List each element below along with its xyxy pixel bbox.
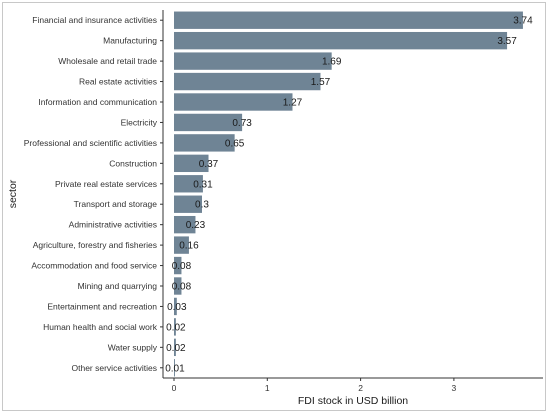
- x-tick-label: 0: [172, 383, 177, 393]
- data-label: 0.73: [232, 118, 252, 129]
- bar: [174, 113, 243, 132]
- bars-group: [174, 11, 523, 377]
- category-labels: Financial and insurance activities Manufa…: [24, 15, 163, 373]
- category-label: Human health and social work: [43, 322, 158, 332]
- x-tick-label: 3: [452, 383, 457, 393]
- data-label: 0.37: [199, 159, 219, 170]
- category-label: Professional and scientific activities: [24, 138, 157, 148]
- category-label: Transport and storage: [74, 199, 158, 209]
- category-label: Other service activities: [72, 363, 158, 373]
- category-label: Construction: [109, 158, 157, 168]
- data-label: 0.23: [186, 220, 206, 231]
- data-labels: 3.74 3.57 1.69 1.57 1.27 0.73 0.65 0.37 0.31 0.3 0…: [165, 16, 533, 375]
- bar: [174, 31, 508, 50]
- data-label: 0.16: [179, 241, 199, 252]
- data-label: 0.3: [195, 200, 209, 211]
- y-axis-title: sector: [7, 179, 19, 208]
- data-label: 0.08: [172, 261, 192, 272]
- bar: [174, 93, 293, 111]
- category-label: Accommodation and food service: [31, 261, 157, 271]
- bar: [174, 195, 202, 213]
- data-label: 0.03: [167, 302, 187, 313]
- chart-frame: [2, 2, 546, 411]
- category-label: Administrative activities: [69, 220, 157, 230]
- category-label: Entertainment and recreation: [47, 301, 157, 311]
- bar: [174, 154, 209, 173]
- data-label: 3.74: [513, 16, 533, 27]
- category-label: Agriculture, forestry and fisheries: [33, 240, 157, 250]
- category-label: Electricity: [121, 117, 158, 127]
- bar: [174, 11, 523, 29]
- bar: [174, 338, 176, 357]
- category-label: Real estate activities: [79, 77, 157, 87]
- data-label: 0.02: [166, 343, 186, 354]
- bar: [174, 215, 196, 234]
- data-label: 0.31: [193, 179, 213, 190]
- category-label: Private real estate services: [55, 179, 157, 189]
- data-label: 1.57: [311, 77, 331, 88]
- bar: [174, 297, 177, 316]
- x-tick-label: 2: [358, 383, 363, 393]
- category-label: Information and communication: [38, 97, 157, 107]
- category-label: Wholesale and retail trade: [58, 56, 157, 66]
- data-label: 1.27: [283, 98, 303, 109]
- data-label: 0.65: [225, 138, 245, 149]
- category-label: Financial and insurance activities: [32, 15, 157, 25]
- bar: [174, 256, 182, 275]
- x-axis: 0 1 2 3: [163, 377, 543, 393]
- category-label: Water supply: [108, 342, 158, 352]
- data-label: 0.08: [172, 282, 192, 293]
- bar: [174, 277, 182, 295]
- data-label: 3.57: [497, 36, 517, 47]
- bar: [174, 236, 189, 254]
- category-label: Manufacturing: [103, 36, 157, 46]
- data-label: 0.02: [166, 322, 186, 333]
- bar: [174, 175, 203, 193]
- data-label: 0.01: [165, 363, 185, 374]
- x-axis-title: FDI stock in USD billion: [298, 395, 408, 407]
- bar: [174, 72, 321, 91]
- bar: [174, 52, 332, 70]
- category-label: Mining and quarrying: [78, 281, 158, 291]
- x-tick-label: 1: [265, 383, 270, 393]
- bar: [174, 359, 175, 377]
- bar: [174, 318, 176, 336]
- data-label: 1.69: [322, 57, 342, 68]
- bar: [174, 134, 235, 152]
